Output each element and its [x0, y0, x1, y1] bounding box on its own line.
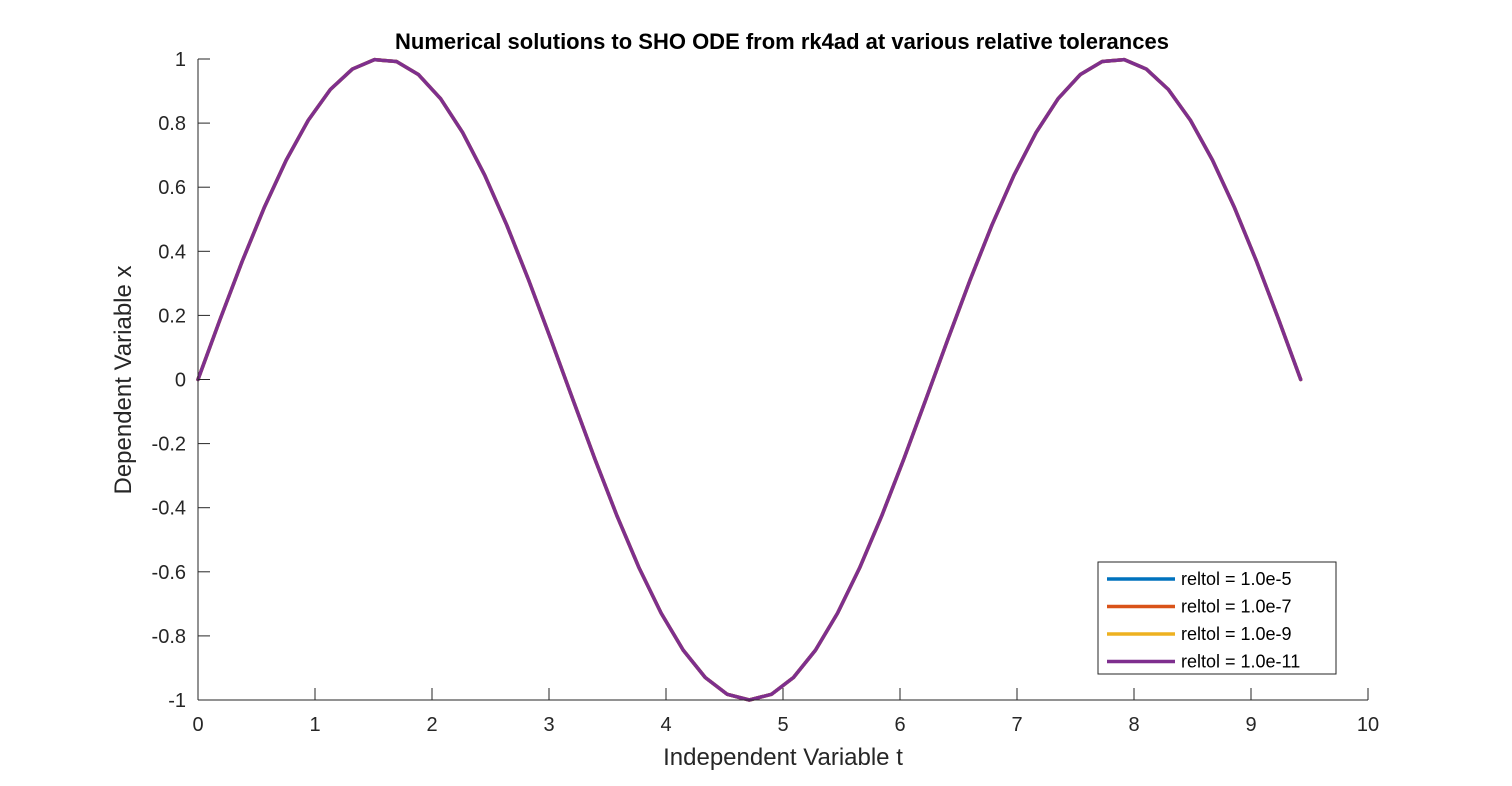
- y-tick-label: 0: [175, 370, 186, 392]
- legend-label-2: reltol = 1.0e-7: [1181, 597, 1292, 617]
- legend-label-4: reltol = 1.0e-11: [1181, 652, 1300, 672]
- x-tick-label: 0: [192, 714, 203, 736]
- y-tick-label: 0.6: [158, 177, 186, 199]
- legend-items: reltol = 1.0e-5 reltol = 1.0e-7 reltol = 1…: [1107, 569, 1300, 672]
- x-tick-label: 7: [1011, 714, 1022, 736]
- y-tick-label: 0.8: [158, 113, 186, 135]
- x-tick-label: 10: [1357, 714, 1379, 736]
- plot-area: 0 1 2 3 4 5 6 7 8 9 10 1 0.8 0.6 0.4 0.2 0 -0.2 -0.4 -0.6 -…: [152, 49, 1380, 736]
- legend: reltol = 1.0e-5 reltol = 1.0e-7 reltol = 1…: [1097, 561, 1337, 675]
- x-tick-label: 5: [777, 714, 788, 736]
- x-tick-label: 9: [1245, 714, 1256, 736]
- legend-label-3: reltol = 1.0e-9: [1181, 624, 1292, 644]
- x-tick-group: 0 1 2 3 4 5 6 7 8 9 10: [192, 688, 1379, 736]
- y-tick-label: -1: [168, 690, 186, 712]
- y-tick-label: 1: [175, 49, 186, 71]
- chart-title: Numerical solutions to SHO ODE from rk4a…: [395, 29, 1169, 54]
- y-tick-label: -0.6: [152, 562, 186, 584]
- x-tick-label: 4: [660, 714, 671, 736]
- x-tick-label: 8: [1128, 714, 1139, 736]
- legend-label-1: reltol = 1.0e-5: [1181, 569, 1292, 589]
- y-tick-label: 0.4: [158, 241, 186, 263]
- y-tick-label: -0.4: [152, 498, 186, 520]
- y-tick-label: 0.2: [158, 305, 186, 327]
- y-axis-label: Dependent Variable x: [110, 265, 137, 494]
- x-tick-label: 3: [543, 714, 554, 736]
- y-tick-label: -0.8: [152, 626, 186, 648]
- x-tick-label: 2: [426, 714, 437, 736]
- y-tick-group: 1 0.8 0.6 0.4 0.2 0 -0.2 -0.4 -0.6 -0.8 -1: [152, 49, 210, 712]
- x-tick-label: 6: [894, 714, 905, 736]
- x-tick-label: 1: [309, 714, 320, 736]
- x-axis-label: Independent Variable t: [663, 744, 903, 771]
- y-tick-label: -0.2: [152, 434, 186, 456]
